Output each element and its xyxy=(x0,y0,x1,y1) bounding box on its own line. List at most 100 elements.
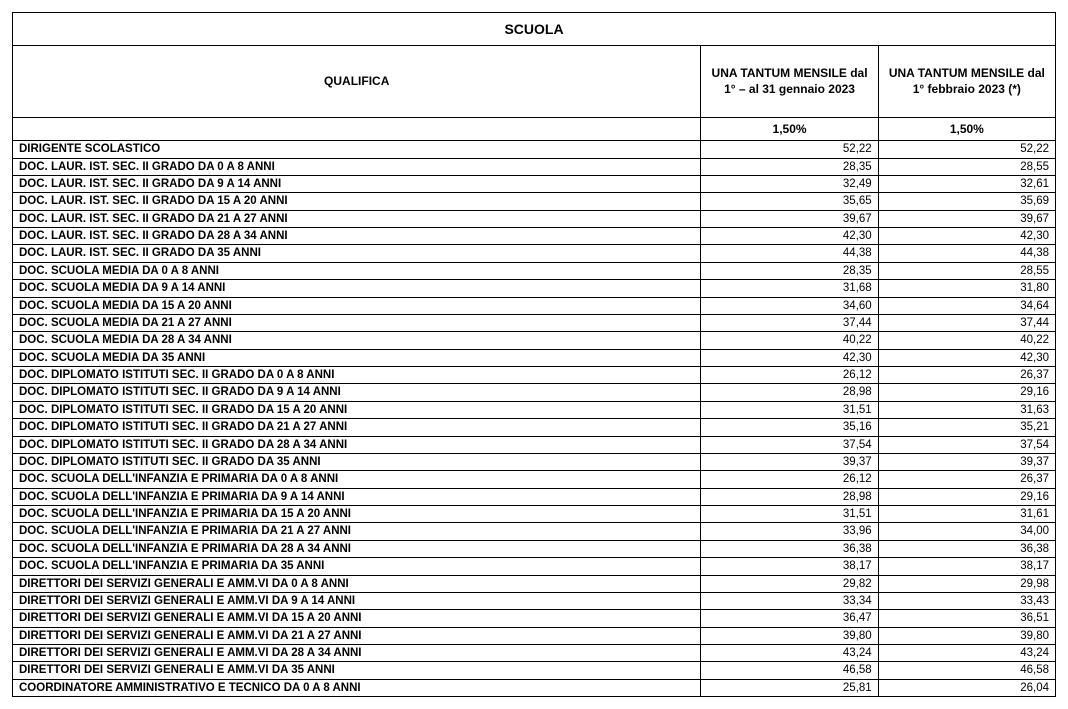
row-value-2: 43,24 xyxy=(878,645,1055,662)
table-row: DOC. SCUOLA MEDIA DA 35 ANNI42,3042,30 xyxy=(13,349,1056,366)
row-value-1: 26,12 xyxy=(701,367,878,384)
row-label: DOC. SCUOLA MEDIA DA 9 A 14 ANNI xyxy=(13,280,701,297)
row-label: DOC. LAUR. IST. SEC. II GRADO DA 28 A 34… xyxy=(13,228,701,245)
row-value-2: 35,69 xyxy=(878,193,1055,210)
row-value-2: 33,43 xyxy=(878,592,1055,609)
row-label: DOC. DIPLOMATO ISTITUTI SEC. II GRADO DA… xyxy=(13,384,701,401)
row-value-2: 34,00 xyxy=(878,523,1055,540)
table-row: DIRETTORI DEI SERVIZI GENERALI E AMM.VI … xyxy=(13,592,1056,609)
table-row: DOC. SCUOLA MEDIA DA 28 A 34 ANNI40,2240… xyxy=(13,332,1056,349)
row-value-2: 26,37 xyxy=(878,367,1055,384)
row-value-1: 28,35 xyxy=(701,262,878,279)
row-label: DIRETTORI DEI SERVIZI GENERALI E AMM.VI … xyxy=(13,575,701,592)
table-row: COORDINATORE AMMINISTRATIVO E TECNICO DA… xyxy=(13,679,1056,696)
table-row: DIRETTORI DEI SERVIZI GENERALI E AMM.VI … xyxy=(13,645,1056,662)
row-value-1: 36,47 xyxy=(701,610,878,627)
row-value-1: 44,38 xyxy=(701,245,878,262)
row-label: DOC. SCUOLA DELL'INFANZIA E PRIMARIA DA … xyxy=(13,523,701,540)
row-value-2: 26,37 xyxy=(878,471,1055,488)
row-value-2: 26,04 xyxy=(878,679,1055,696)
row-label: DOC. LAUR. IST. SEC. II GRADO DA 21 A 27… xyxy=(13,210,701,227)
table-row: DIRETTORI DEI SERVIZI GENERALI E AMM.VI … xyxy=(13,627,1056,644)
row-value-2: 35,21 xyxy=(878,419,1055,436)
row-label: DOC. SCUOLA DELL'INFANZIA E PRIMARIA DA … xyxy=(13,488,701,505)
row-value-2: 42,30 xyxy=(878,349,1055,366)
row-label: DIRETTORI DEI SERVIZI GENERALI E AMM.VI … xyxy=(13,645,701,662)
row-label: DOC. SCUOLA DELL'INFANZIA E PRIMARIA DA … xyxy=(13,540,701,557)
table-row: DOC. DIPLOMATO ISTITUTI SEC. II GRADO DA… xyxy=(13,367,1056,384)
table-row: DIRIGENTE SCOLASTICO52,2252,22 xyxy=(13,141,1056,158)
row-value-1: 32,49 xyxy=(701,175,878,192)
row-value-2: 34,64 xyxy=(878,297,1055,314)
table-row: DOC. SCUOLA DELL'INFANZIA E PRIMARIA DA … xyxy=(13,523,1056,540)
row-value-1: 39,67 xyxy=(701,210,878,227)
row-value-2: 29,98 xyxy=(878,575,1055,592)
table-row: DOC. LAUR. IST. SEC. II GRADO DA 9 A 14 … xyxy=(13,175,1056,192)
row-label: COORDINATORE AMMINISTRATIVO E TECNICO DA… xyxy=(13,679,701,696)
row-label: DOC. DIPLOMATO ISTITUTI SEC. II GRADO DA… xyxy=(13,367,701,384)
table-row: DOC. LAUR. IST. SEC. II GRADO DA 15 A 20… xyxy=(13,193,1056,210)
row-value-2: 29,16 xyxy=(878,384,1055,401)
row-value-2: 31,63 xyxy=(878,401,1055,418)
row-label: DOC. SCUOLA DELL'INFANZIA E PRIMARIA DA … xyxy=(13,506,701,523)
header-col1: UNA TANTUM MENSILE dal 1° – al 31 gennai… xyxy=(701,46,878,118)
table-row: DOC. SCUOLA MEDIA DA 15 A 20 ANNI34,6034… xyxy=(13,297,1056,314)
table-row: DOC. SCUOLA MEDIA DA 21 A 27 ANNI37,4437… xyxy=(13,314,1056,331)
row-value-2: 31,61 xyxy=(878,506,1055,523)
row-label: DOC. LAUR. IST. SEC. II GRADO DA 15 A 20… xyxy=(13,193,701,210)
table-row: DOC. DIPLOMATO ISTITUTI SEC. II GRADO DA… xyxy=(13,419,1056,436)
row-value-1: 43,24 xyxy=(701,645,878,662)
row-value-1: 39,37 xyxy=(701,453,878,470)
percent-col2: 1,50% xyxy=(878,118,1055,141)
row-value-2: 39,37 xyxy=(878,453,1055,470)
header-qualifica: QUALIFICA xyxy=(13,46,701,118)
row-label: DIRETTORI DEI SERVIZI GENERALI E AMM.VI … xyxy=(13,592,701,609)
table-title: SCUOLA xyxy=(13,13,1056,46)
table-row: DOC. LAUR. IST. SEC. II GRADO DA 0 A 8 A… xyxy=(13,158,1056,175)
row-value-1: 40,22 xyxy=(701,332,878,349)
table-row: DOC. SCUOLA MEDIA DA 9 A 14 ANNI31,6831,… xyxy=(13,280,1056,297)
table-row: DOC. DIPLOMATO ISTITUTI SEC. II GRADO DA… xyxy=(13,436,1056,453)
row-value-2: 28,55 xyxy=(878,158,1055,175)
row-value-2: 37,44 xyxy=(878,314,1055,331)
row-label: DOC. DIPLOMATO ISTITUTI SEC. II GRADO DA… xyxy=(13,401,701,418)
row-label: DOC. SCUOLA DELL'INFANZIA E PRIMARIA DA … xyxy=(13,558,701,575)
row-value-1: 28,35 xyxy=(701,158,878,175)
row-value-2: 37,54 xyxy=(878,436,1055,453)
table-row: DOC. DIPLOMATO ISTITUTI SEC. II GRADO DA… xyxy=(13,401,1056,418)
row-label: DIRETTORI DEI SERVIZI GENERALI E AMM.VI … xyxy=(13,662,701,679)
table-row: DOC. LAUR. IST. SEC. II GRADO DA 21 A 27… xyxy=(13,210,1056,227)
table-row: DOC. LAUR. IST. SEC. II GRADO DA 35 ANNI… xyxy=(13,245,1056,262)
table-row: DIRETTORI DEI SERVIZI GENERALI E AMM.VI … xyxy=(13,575,1056,592)
row-value-1: 35,16 xyxy=(701,419,878,436)
row-value-1: 38,17 xyxy=(701,558,878,575)
row-value-1: 31,68 xyxy=(701,280,878,297)
row-value-2: 40,22 xyxy=(878,332,1055,349)
row-value-1: 37,44 xyxy=(701,314,878,331)
row-label: DOC. SCUOLA MEDIA DA 21 A 27 ANNI xyxy=(13,314,701,331)
row-value-1: 29,82 xyxy=(701,575,878,592)
row-label: DOC. DIPLOMATO ISTITUTI SEC. II GRADO DA… xyxy=(13,436,701,453)
table-row: DIRETTORI DEI SERVIZI GENERALI E AMM.VI … xyxy=(13,610,1056,627)
table-row: DOC. SCUOLA DELL'INFANZIA E PRIMARIA DA … xyxy=(13,471,1056,488)
row-label: DOC. SCUOLA MEDIA DA 0 A 8 ANNI xyxy=(13,262,701,279)
row-label: DIRETTORI DEI SERVIZI GENERALI E AMM.VI … xyxy=(13,627,701,644)
row-value-2: 39,67 xyxy=(878,210,1055,227)
row-value-1: 26,12 xyxy=(701,471,878,488)
table-row: DOC. SCUOLA DELL'INFANZIA E PRIMARIA DA … xyxy=(13,506,1056,523)
row-value-1: 42,30 xyxy=(701,228,878,245)
percent-col1: 1,50% xyxy=(701,118,878,141)
row-value-1: 35,65 xyxy=(701,193,878,210)
row-value-1: 31,51 xyxy=(701,506,878,523)
row-value-1: 33,34 xyxy=(701,592,878,609)
row-value-2: 32,61 xyxy=(878,175,1055,192)
row-value-1: 42,30 xyxy=(701,349,878,366)
row-value-1: 28,98 xyxy=(701,488,878,505)
row-value-1: 28,98 xyxy=(701,384,878,401)
header-col2: UNA TANTUM MENSILE dal 1° febbraio 2023 … xyxy=(878,46,1055,118)
salary-table: SCUOLA QUALIFICA UNA TANTUM MENSILE dal … xyxy=(12,12,1056,697)
table-row: DOC. DIPLOMATO ISTITUTI SEC. II GRADO DA… xyxy=(13,384,1056,401)
row-value-1: 39,80 xyxy=(701,627,878,644)
row-label: DIRIGENTE SCOLASTICO xyxy=(13,141,701,158)
row-value-1: 31,51 xyxy=(701,401,878,418)
